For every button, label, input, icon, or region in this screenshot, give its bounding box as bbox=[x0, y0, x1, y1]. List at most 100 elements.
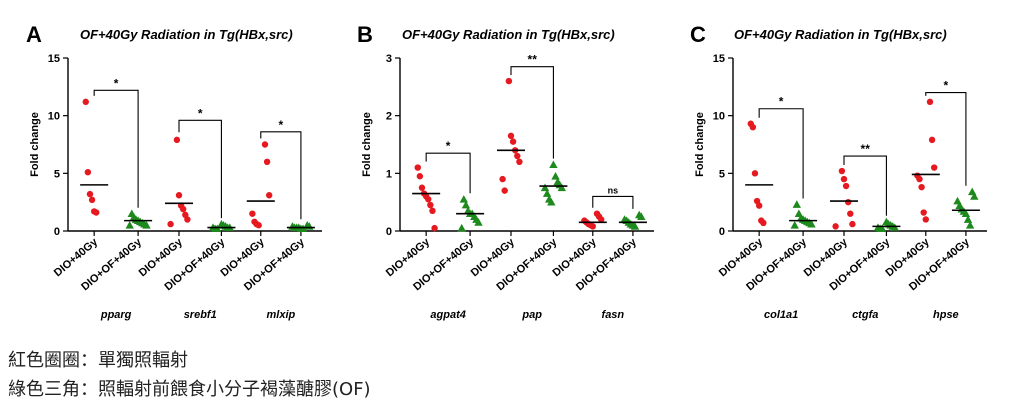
data-point-circle bbox=[930, 164, 938, 171]
data-point-circle bbox=[847, 210, 854, 217]
significance-bracket bbox=[425, 152, 471, 194]
y-tick-label: 2 bbox=[386, 111, 392, 123]
data-point-circle bbox=[429, 207, 436, 215]
significance-bracket bbox=[260, 131, 302, 220]
gene-label: pparg bbox=[100, 309, 132, 321]
y-axis-label: Fold change bbox=[694, 112, 706, 177]
data-point-circle bbox=[928, 136, 936, 144]
data-point-triangle bbox=[457, 223, 466, 232]
data-point-circle bbox=[93, 209, 100, 216]
data-point-circle bbox=[760, 219, 767, 227]
significance-label: * bbox=[279, 118, 284, 132]
data-point-circle bbox=[431, 224, 438, 232]
y-tick-label: 3 bbox=[386, 53, 392, 65]
data-point-circle bbox=[167, 220, 174, 228]
y-axis-label: Fold change bbox=[29, 112, 41, 177]
y-tick-label: 10 bbox=[713, 111, 725, 123]
data-point-circle bbox=[263, 158, 271, 165]
data-point-circle bbox=[265, 192, 273, 199]
data-point-circle bbox=[175, 192, 183, 199]
data-point-circle bbox=[926, 98, 934, 106]
data-point-circle bbox=[418, 184, 426, 191]
data-point-triangle bbox=[549, 160, 558, 169]
significance-label: * bbox=[198, 106, 203, 120]
data-point-circle bbox=[505, 77, 513, 85]
data-point-circle bbox=[916, 175, 923, 183]
panel-label: A bbox=[26, 22, 42, 47]
data-point-circle bbox=[597, 216, 605, 223]
data-point-circle bbox=[184, 216, 191, 223]
data-point-circle bbox=[844, 198, 852, 206]
gene-label: pap bbox=[521, 309, 542, 321]
significance-bracket bbox=[758, 108, 804, 199]
data-point-circle bbox=[249, 210, 256, 217]
y-tick-label: 5 bbox=[54, 168, 60, 180]
data-point-triangle bbox=[792, 200, 802, 208]
significance-bracket bbox=[925, 92, 967, 186]
data-point-triangle bbox=[965, 221, 975, 229]
data-point-triangle bbox=[637, 212, 646, 220]
data-point-circle bbox=[918, 183, 925, 191]
y-tick-label: 0 bbox=[386, 226, 392, 238]
y-tick-label: 15 bbox=[713, 53, 725, 65]
data-point-triangle bbox=[474, 218, 483, 226]
gene-label: fasn bbox=[602, 309, 625, 321]
data-point-triangle bbox=[963, 215, 973, 223]
significance-bracket bbox=[510, 66, 554, 159]
data-point-circle bbox=[832, 223, 839, 230]
chart-title: OF+40Gy Radiation in Tg(HBx,src) bbox=[402, 27, 615, 42]
data-point-triangle bbox=[461, 200, 471, 209]
gene-label: srebf1 bbox=[184, 309, 217, 321]
data-point-circle bbox=[838, 167, 846, 175]
data-point-circle bbox=[516, 158, 523, 165]
significance-label: ** bbox=[528, 53, 538, 67]
significance-label: * bbox=[779, 95, 784, 109]
data-point-circle bbox=[416, 173, 424, 180]
gene-label: mlxip bbox=[266, 309, 295, 321]
y-tick-label: 15 bbox=[48, 53, 60, 65]
data-point-triangle bbox=[970, 192, 979, 200]
data-point-circle bbox=[261, 141, 269, 148]
chart-panel-c: C OF+40Gy Radiation in Tg(HBx,src) 0 5 10 15 F… bbox=[690, 22, 987, 321]
data-point-circle bbox=[751, 170, 759, 177]
y-tick-label: 1 bbox=[386, 168, 392, 180]
data-point-circle bbox=[840, 175, 848, 183]
data-point-triangle bbox=[961, 209, 971, 218]
data-point-triangle bbox=[540, 183, 550, 192]
data-point-circle bbox=[755, 202, 763, 209]
data-point-circle bbox=[849, 220, 856, 228]
significance-label: ns bbox=[608, 185, 619, 195]
data-point-triangle bbox=[807, 219, 816, 228]
y-tick-label: 0 bbox=[719, 226, 725, 238]
data-point-triangle bbox=[142, 221, 151, 229]
significance-bracket bbox=[178, 119, 222, 219]
data-point-circle bbox=[920, 209, 927, 216]
data-point-triangle bbox=[459, 195, 469, 203]
gene-label: col1a1 bbox=[764, 309, 798, 321]
data-point-triangle bbox=[790, 221, 799, 229]
data-point-circle bbox=[842, 182, 850, 190]
data-point-circle bbox=[589, 223, 596, 230]
y-tick-label: 5 bbox=[719, 168, 725, 180]
data-point-triangle bbox=[557, 183, 567, 192]
chart-title: OF+40Gy Radiation in Tg(HBx,src) bbox=[734, 27, 947, 42]
chart-panel-a: A OF+40Gy Radiation in Tg(HBx,src) 0 5 10 15 F… bbox=[26, 22, 322, 321]
data-point-circle bbox=[749, 124, 757, 131]
data-point-triangle bbox=[125, 221, 134, 229]
data-point-circle bbox=[255, 222, 262, 229]
gene-label: hpse bbox=[933, 309, 959, 321]
y-tick-label: 10 bbox=[48, 111, 60, 123]
data-point-triangle bbox=[547, 197, 556, 206]
chart-panel-b: B OF+40Gy Radiation in Tg(HBx,src) 0 1 2 3 Fol… bbox=[357, 22, 654, 321]
data-point-circle bbox=[507, 132, 515, 140]
y-axis-label: Fold change bbox=[361, 112, 373, 177]
data-point-circle bbox=[88, 196, 96, 204]
data-point-circle bbox=[501, 187, 508, 194]
data-point-circle bbox=[173, 136, 181, 144]
data-point-circle bbox=[499, 175, 506, 183]
significance-label: * bbox=[446, 139, 451, 153]
significance-bracket bbox=[93, 89, 139, 208]
data-point-circle bbox=[922, 216, 929, 223]
panel-label: C bbox=[690, 22, 706, 47]
figure: A OF+40Gy Radiation in Tg(HBx,src)051015F… bbox=[26, 22, 987, 321]
